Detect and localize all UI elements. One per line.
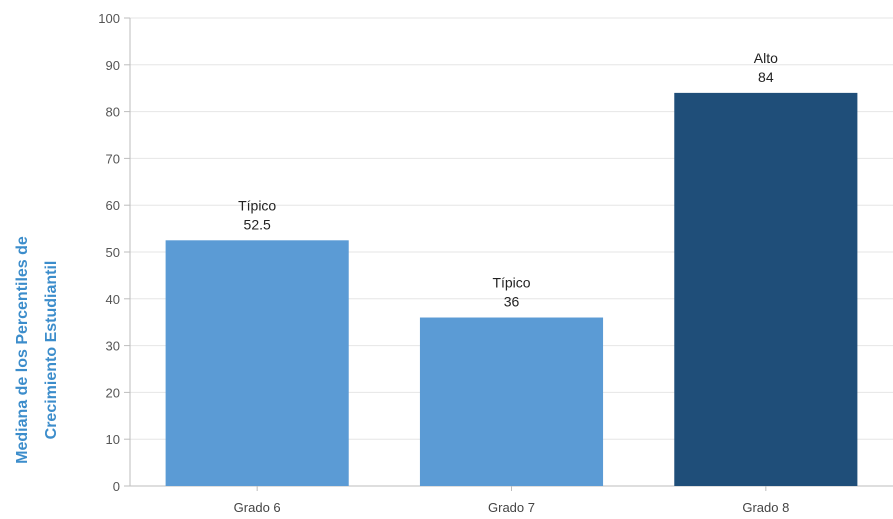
y-tick-label: 90 xyxy=(106,58,120,73)
y-tick-label: 70 xyxy=(106,151,120,166)
bar-1 xyxy=(165,240,349,486)
y-tick-label: 40 xyxy=(106,292,120,307)
y-tick-label: 30 xyxy=(106,339,120,354)
y-tick-label: 80 xyxy=(106,105,120,120)
y-axis-label-line-2: Crecimiento Estudiantil xyxy=(43,261,60,440)
bar-value-label: 52.5 xyxy=(244,216,271,232)
bar-level-label: Alto xyxy=(754,50,778,66)
bar-value-label: 84 xyxy=(758,69,774,85)
bar-level-label: Típico xyxy=(238,197,276,213)
bar-labels: Típico 52.5 Típico 36 Alto 84 xyxy=(238,50,778,310)
y-tick-label: 20 xyxy=(106,385,120,400)
bar-3 xyxy=(674,92,858,486)
bar-value-label: 36 xyxy=(504,294,520,310)
x-tick-label: Grado 8 xyxy=(742,500,789,515)
y-tick-label: 0 xyxy=(113,479,120,494)
y-axis-label: Mediana de los Percentiles de Crecimient… xyxy=(14,236,60,464)
x-tick-label: Grado 7 xyxy=(488,500,535,515)
bar-level-label: Típico xyxy=(492,275,530,291)
y-tick-label: 50 xyxy=(106,245,120,260)
y-axis-label-line-1: Mediana de los Percentiles de xyxy=(14,236,31,464)
bars xyxy=(165,92,858,486)
y-tick-label: 100 xyxy=(98,11,120,26)
y-tick-label: 10 xyxy=(106,432,120,447)
y-axis-ticks: 0 10 20 30 40 50 60 70 80 90 100 xyxy=(98,11,130,494)
y-tick-label: 60 xyxy=(106,198,120,213)
bar-2 xyxy=(419,317,604,486)
x-axis-ticks: Grado 6 Grado 7 Grado 8 xyxy=(234,486,789,515)
x-tick-label: Grado 6 xyxy=(234,500,281,515)
